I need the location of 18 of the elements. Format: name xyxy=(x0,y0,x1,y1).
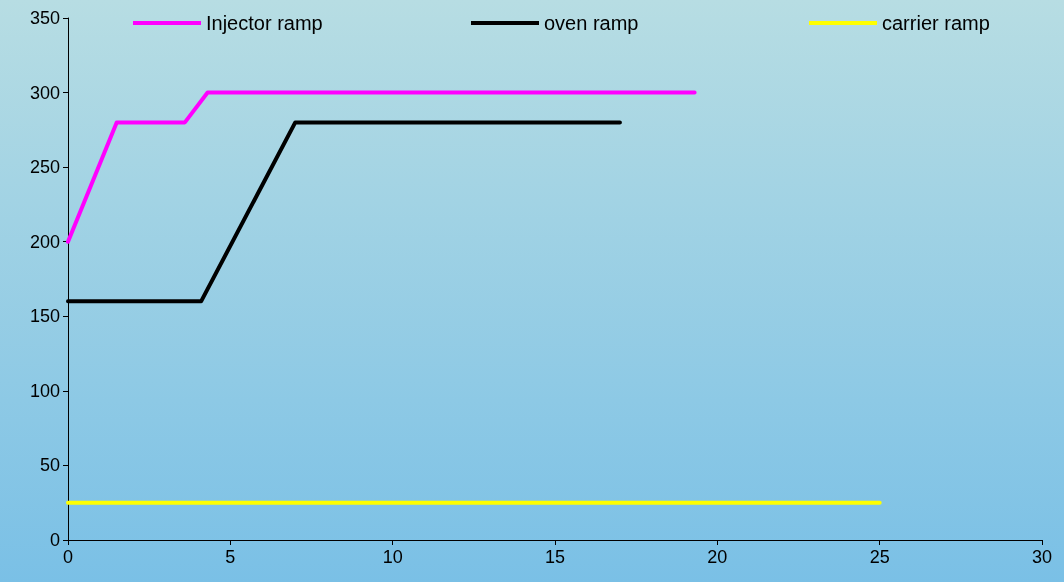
legend-label: oven ramp xyxy=(544,12,639,34)
x-tick-label: 25 xyxy=(869,547,890,567)
legend-label: Injector ramp xyxy=(206,12,323,34)
legend-label: carrier ramp xyxy=(882,12,990,34)
y-tick-label: 100 xyxy=(29,380,60,401)
y-tick-label: 300 xyxy=(29,82,60,103)
x-tick-label: 5 xyxy=(225,547,236,567)
y-tick-label: 250 xyxy=(29,157,60,178)
y-tick-label: 150 xyxy=(29,306,60,327)
x-tick-label: 0 xyxy=(62,547,74,567)
x-tick-label: 10 xyxy=(382,547,403,567)
x-tick-label: 20 xyxy=(707,547,728,567)
y-tick-label: 0 xyxy=(49,530,60,550)
y-tick-label: 50 xyxy=(39,455,60,476)
x-tick-label: 15 xyxy=(544,547,566,567)
y-tick-label: 200 xyxy=(29,231,60,252)
y-tick-label: 350 xyxy=(29,8,60,28)
x-tick-label: 30 xyxy=(1031,547,1053,567)
